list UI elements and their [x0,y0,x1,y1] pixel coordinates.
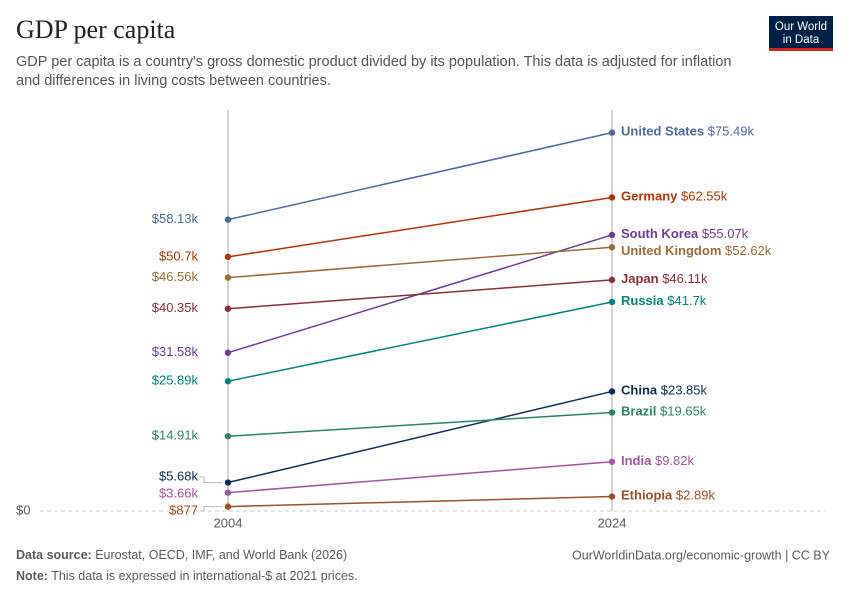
start-label: $31.58k [152,344,199,359]
chart-title: GDP per capita [16,15,176,44]
end-label: South Korea $55.07k [621,226,749,241]
point [224,349,232,356]
end-label: Brazil $19.65k [621,404,707,419]
x-tick-label: 2024 [598,515,627,530]
end-value: $62.55k [681,189,728,204]
series-name: United Kingdom [621,243,721,258]
end-label: Russia $41.7k [621,293,707,308]
start-label: $3.66k [159,485,199,500]
note-text: This data is expressed in international-… [51,569,357,583]
logo-bar [769,48,833,51]
point [224,216,232,223]
start-label: $14.91k [152,428,199,443]
end-label: United States $75.49k [621,124,754,139]
label-connector [200,476,222,484]
start-label: $50.7k [159,248,199,263]
point [608,493,616,500]
series-line [227,495,613,508]
series-name: South Korea [621,226,699,241]
point [608,388,616,395]
point [224,489,232,496]
end-value: $52.62k [725,243,772,258]
end-value: $55.07k [702,226,749,241]
series-name: India [621,453,652,468]
end-label: Germany $62.55k [621,189,728,204]
series-name: Germany [621,189,678,204]
series-name: Japan [621,271,659,286]
series-line [227,390,613,484]
point [608,231,616,239]
y-tick-label: $0 [16,502,30,517]
start-label: $46.56k [152,269,199,284]
end-value: $23.85k [661,383,708,398]
label-connector [200,506,222,512]
series-line [227,131,613,221]
end-label: India $9.82k [621,453,695,468]
point [608,244,616,251]
end-label: China $23.85k [621,383,708,398]
source-label: Data source: [16,548,92,562]
series-line [227,279,613,310]
point [224,433,232,440]
point [608,458,616,465]
series-name: Russia [621,293,664,308]
series-line [227,461,613,494]
point [608,276,616,284]
start-label: $877 [169,502,198,517]
series-name: Ethiopia [621,488,673,503]
point [224,378,232,385]
end-value: $46.11k [662,271,708,286]
url[interactable]: OurWorldinData.org/economic-growth | CC … [572,548,831,562]
point [224,479,232,486]
note-label: Note: [16,569,48,583]
end-value: $9.82k [655,453,695,468]
end-value: $19.65k [660,404,707,419]
series-line [227,411,613,438]
end-label: Japan $46.11k [621,271,708,286]
point [224,503,232,510]
source: Data source: Eurostat, OECD, IMF, and Wo… [16,548,347,562]
start-label: $25.89k [152,373,199,388]
end-value: $41.7k [667,293,707,308]
point [608,194,616,201]
series-line [227,301,613,382]
note: Note: This data is expressed in internat… [16,569,358,583]
series-name: Brazil [621,404,656,419]
start-label: $5.68k [159,468,199,483]
point [608,409,616,416]
logo-text: in Data [783,34,820,46]
logo-box [769,16,833,50]
end-value: $2.89k [676,488,716,503]
point [608,129,616,136]
logo[interactable]: Our World in Data [769,16,833,51]
start-label: $58.13k [152,211,199,226]
subtitle: and differences in living costs between … [16,73,331,89]
series-line [227,246,613,279]
end-value: $75.49k [708,124,755,139]
end-label: Ethiopia $2.89k [621,488,715,503]
logo-text: Our World [775,21,827,33]
x-tick-label: 2004 [214,515,243,530]
subtitle: GDP per capita is a country's gross dome… [16,54,732,70]
point [224,274,232,281]
source-text: Eurostat, OECD, IMF, and World Bank (202… [95,548,347,562]
point [608,298,616,306]
start-label: $40.35k [152,300,199,315]
series-name: China [621,383,658,398]
point [224,305,232,312]
series-name: United States [621,124,704,139]
end-label: United Kingdom $52.62k [621,243,772,258]
series-line [227,196,613,258]
point [224,253,232,261]
